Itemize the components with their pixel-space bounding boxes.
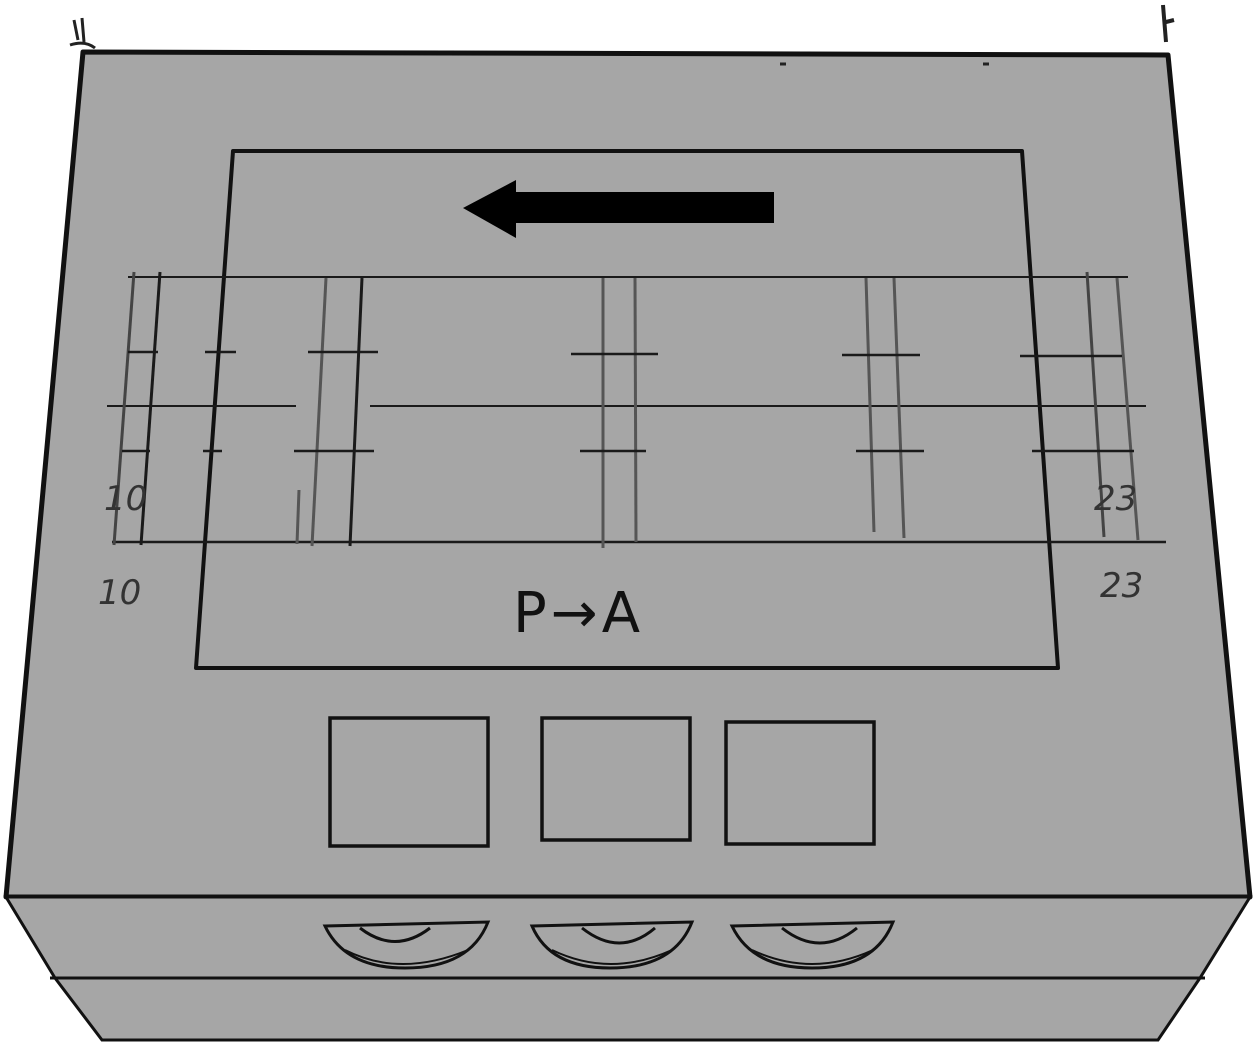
scale-gauge: [107, 271, 1166, 548]
corner-mark-right: [1161, 4, 1175, 43]
button-3[interactable]: [724, 720, 876, 846]
range-end-label-outer: 23: [1100, 566, 1143, 606]
outlet-icon: [322, 920, 491, 970]
display-screen: [194, 149, 1060, 670]
mode-text: P→A: [513, 581, 644, 646]
outlet-icon: [529, 920, 695, 970]
button-1[interactable]: [328, 716, 490, 848]
range-end-label: 23: [1094, 479, 1137, 519]
device-top-face: [3, 49, 1253, 900]
outlet-icon: [729, 920, 896, 970]
corner-mark-left: [69, 17, 96, 50]
range-start-label: 10: [104, 479, 147, 519]
range-start-label-outer: 10: [98, 573, 141, 613]
arrow-left-icon: [463, 180, 774, 238]
button-2[interactable]: [540, 716, 692, 842]
device-front-face-lower: [51, 976, 1203, 1042]
